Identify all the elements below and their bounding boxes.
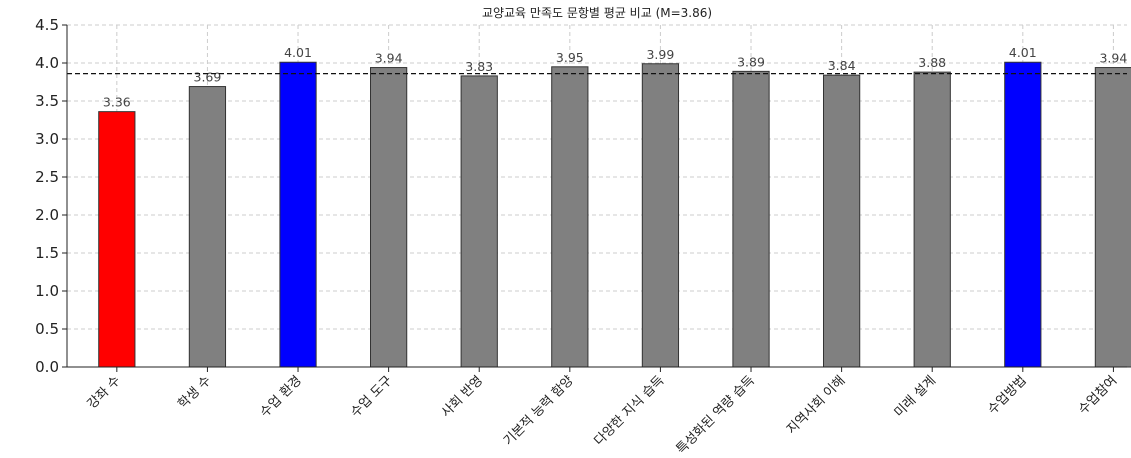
bar-value-label: 3.89 [737, 54, 765, 69]
bar-value-label: 3.88 [918, 55, 946, 70]
y-axis-ticks: 0.0 0.5 1.0 1.5 2.0 2.5 3.0 3.5 4.0 4.5 [35, 16, 67, 376]
bars [98, 61, 1131, 368]
y-tick-label: 1.5 [35, 244, 59, 262]
x-tick-label: 수업 환경 [257, 373, 304, 420]
y-tick-label: 3.0 [35, 130, 59, 148]
bar-value-label: 3.69 [194, 70, 222, 85]
bar [279, 61, 317, 368]
x-tick-label: 지역사회 이해 [784, 373, 848, 437]
bar-value-label: 3.94 [375, 51, 403, 66]
chart-title: 교양교육 만족도 문항별 평균 비교 (M=3.86) [482, 6, 712, 20]
x-tick-label: 사회 반영 [439, 373, 486, 420]
x-tick-label: 수업 도구 [348, 373, 395, 420]
y-tick-label: 1.0 [35, 282, 59, 300]
bar-value-label: 3.94 [1099, 51, 1127, 66]
y-tick-label: 2.5 [35, 168, 59, 186]
x-tick-label: 미래 설계 [892, 373, 939, 420]
bar-value-label: 3.99 [646, 47, 674, 62]
bar [822, 74, 861, 368]
x-tick-label: 기본적 능력 함양 [501, 373, 577, 449]
bar-value-label: 4.01 [284, 45, 312, 60]
bar [1094, 67, 1131, 368]
bar [732, 70, 770, 368]
bar [460, 75, 498, 368]
data-labels: 3.36 3.69 4.01 3.94 3.83 3.95 3.99 3.89 3.84 3.88… [103, 45, 1127, 109]
bar [913, 71, 951, 368]
y-tick-label: 3.5 [35, 92, 59, 110]
x-tick-label: 수업방법 [985, 373, 1029, 417]
y-tick-label: 0.0 [35, 358, 59, 376]
bar [188, 86, 227, 368]
x-axis-ticks: 강좌 수 학생 수 수업 환경 수업 도구 사회 반영 기본적 능력 함양 다양한 지식 습… [85, 367, 1120, 457]
x-tick-label: 강좌 수 [85, 373, 124, 412]
bar [641, 63, 680, 368]
bar [98, 111, 136, 368]
bar [1004, 61, 1042, 368]
y-tick-label: 2.0 [35, 206, 59, 224]
bar [551, 66, 589, 368]
bar-value-label: 4.01 [1009, 45, 1037, 60]
x-tick-label: 수업참여 [1076, 373, 1120, 417]
y-tick-label: 0.5 [35, 320, 59, 338]
bar [370, 67, 408, 368]
y-tick-label: 4.5 [35, 16, 59, 34]
axes [66, 25, 1127, 368]
x-tick-label: 특성화된 역량 습득 [674, 373, 758, 457]
y-tick-label: 4.0 [35, 54, 59, 72]
bar-value-label: 3.84 [828, 58, 856, 73]
x-tick-label: 학생 수 [175, 373, 214, 412]
bar-value-label: 3.83 [465, 59, 493, 74]
bar-value-label: 3.95 [556, 50, 584, 65]
bar-value-label: 3.36 [103, 95, 131, 110]
x-tick-label: 다양한 지식 습득 [592, 373, 668, 449]
